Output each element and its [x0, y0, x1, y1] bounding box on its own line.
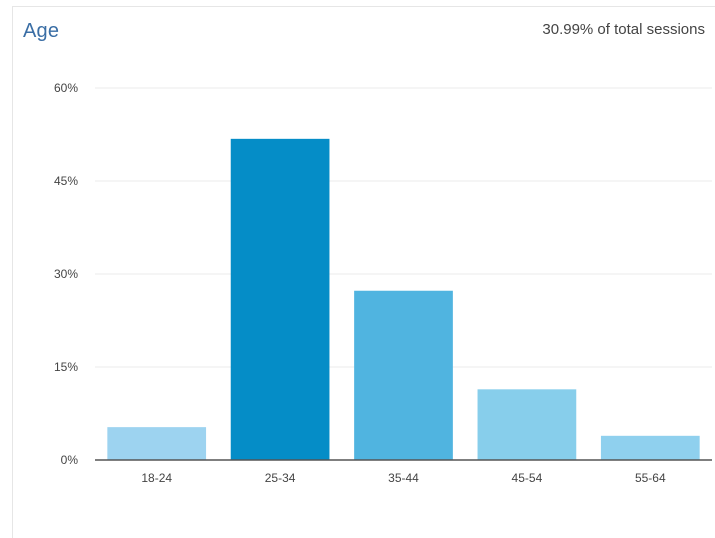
bar-45-54[interactable]: [477, 389, 577, 460]
y-tick-label: 45%: [54, 174, 78, 188]
chart-title: Age: [23, 20, 60, 42]
bar-25-34[interactable]: [230, 138, 330, 460]
gridlines: [95, 87, 712, 368]
x-tick-label: 18-24: [141, 471, 172, 485]
bars: [107, 138, 700, 460]
x-tick-label: 25-34: [265, 471, 296, 485]
bar-18-24[interactable]: [107, 427, 207, 460]
x-tick-label: 45-54: [512, 471, 543, 485]
y-tick-label: 60%: [54, 81, 78, 95]
bar-35-44[interactable]: [354, 290, 453, 460]
y-axis-tick-labels: 0% 15% 30% 45% 60%: [54, 81, 78, 467]
y-tick-label: 0%: [61, 453, 79, 467]
y-tick-label: 30%: [54, 267, 78, 281]
total-sessions-summary: 30.99% of total sessions: [542, 21, 705, 38]
x-axis-tick-labels: 18-24 25-34 35-44 45-54 55-64: [141, 471, 666, 485]
x-tick-label: 35-44: [388, 471, 419, 485]
x-tick-label: 55-64: [635, 471, 666, 485]
bar-55-64[interactable]: [600, 435, 700, 460]
y-tick-label: 15%: [54, 360, 78, 374]
